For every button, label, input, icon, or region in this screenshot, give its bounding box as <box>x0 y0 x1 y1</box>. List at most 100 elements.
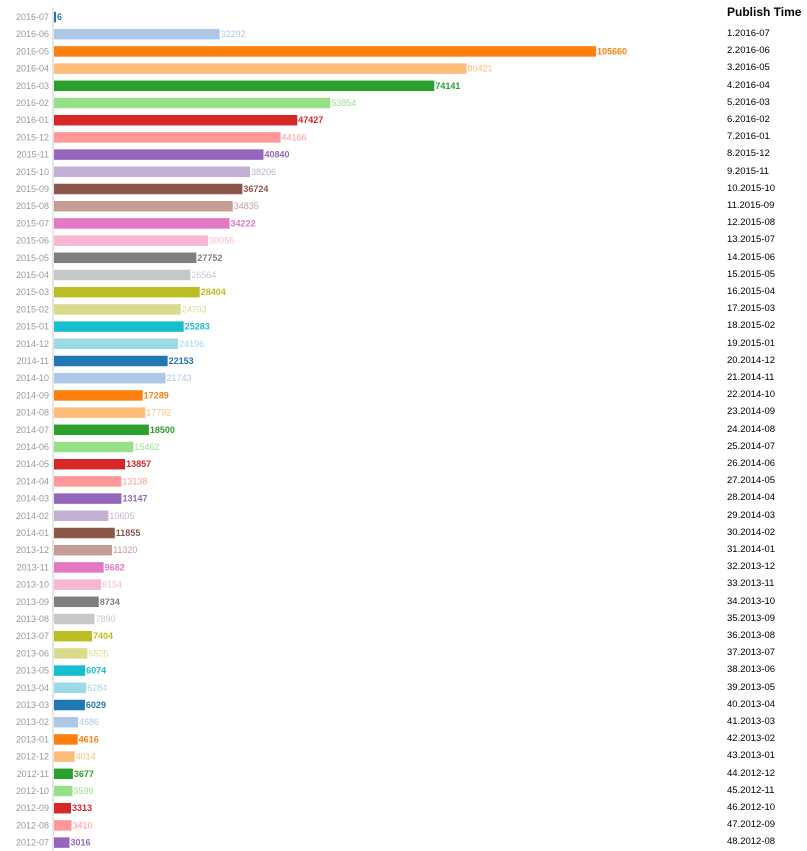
bar[interactable] <box>54 613 95 625</box>
legend-item[interactable]: 37.2013-07 <box>727 647 776 659</box>
bar[interactable] <box>54 665 86 676</box>
bar[interactable] <box>54 441 134 453</box>
legend-item[interactable]: 28.2014-04 <box>727 492 776 504</box>
bar[interactable] <box>54 630 92 642</box>
bar[interactable] <box>54 751 75 762</box>
bar[interactable] <box>54 338 179 350</box>
legend-item[interactable]: 25.2014-07 <box>727 440 776 452</box>
bar[interactable] <box>54 80 435 92</box>
legend-item[interactable]: 20.2014-12 <box>727 354 776 366</box>
bar[interactable] <box>54 218 230 229</box>
bar[interactable] <box>54 355 168 367</box>
legend-item[interactable]: 23.2014-09 <box>727 406 776 418</box>
bar[interactable] <box>54 734 78 745</box>
legend-item[interactable]: 18.2015-02 <box>727 320 776 332</box>
legend-item[interactable]: 16.2015-04 <box>727 286 776 297</box>
legend-item[interactable]: 41.2013-03 <box>727 716 776 727</box>
legend-item[interactable]: 11.2015-09 <box>727 200 775 211</box>
bar[interactable] <box>54 716 79 728</box>
data-label: 11320 <box>113 545 137 555</box>
bar[interactable] <box>54 166 250 178</box>
bar[interactable] <box>54 682 87 694</box>
bar[interactable] <box>54 424 149 436</box>
legend-item[interactable]: 10.2015-10 <box>727 182 776 194</box>
legend-item[interactable]: 36.2013-08 <box>727 630 776 641</box>
bar[interactable] <box>54 390 143 401</box>
legend-item[interactable]: 7.2016-01 <box>727 131 770 143</box>
legend-item[interactable]: 45.2012-11 <box>727 784 775 796</box>
bar[interactable] <box>54 407 146 418</box>
legend-item[interactable]: 17.2015-03 <box>727 303 776 315</box>
bar[interactable] <box>54 321 184 332</box>
y-tick-label: 2016-04 <box>16 64 49 74</box>
legend-item[interactable]: 40.2013-04 <box>727 698 776 710</box>
legend-item[interactable]: 46.2012-10 <box>727 802 776 813</box>
bar[interactable] <box>54 252 197 264</box>
bar[interactable] <box>54 372 166 384</box>
legend-item[interactable]: 21.2014-11 <box>727 372 775 383</box>
bar[interactable] <box>54 648 88 659</box>
legend-item[interactable]: 22.2014-10 <box>727 389 776 401</box>
bar[interactable] <box>54 235 209 246</box>
legend-item[interactable]: 47.2012-09 <box>727 819 776 831</box>
legend-item[interactable]: 35.2013-09 <box>727 612 776 624</box>
bar[interactable] <box>54 820 72 831</box>
legend-item[interactable]: 44.2012-12 <box>727 767 776 779</box>
bar[interactable] <box>54 28 220 40</box>
bar[interactable] <box>54 97 331 109</box>
bar[interactable] <box>54 304 181 315</box>
bar[interactable] <box>54 46 596 57</box>
bar[interactable] <box>54 544 113 556</box>
legend-item[interactable]: 30.2014-02 <box>727 526 776 538</box>
bar[interactable] <box>54 11 56 23</box>
legend-item[interactable]: 43.2013-01 <box>727 750 776 762</box>
bar[interactable] <box>54 63 467 74</box>
legend-item[interactable]: 33.2013-11 <box>727 578 775 590</box>
legend-item[interactable]: 32.2013-12 <box>727 561 776 573</box>
legend-item[interactable]: 2.2016-06 <box>727 45 770 57</box>
bar[interactable] <box>54 132 281 143</box>
legend-item[interactable]: 42.2013-02 <box>727 733 776 745</box>
bar[interactable] <box>54 837 70 848</box>
legend-item[interactable]: 24.2014-08 <box>727 423 776 435</box>
legend-item[interactable]: 31.2014-01 <box>727 544 776 555</box>
legend-item[interactable]: 29.2014-03 <box>727 509 776 521</box>
bar[interactable] <box>54 579 101 590</box>
legend-item[interactable]: 14.2015-06 <box>727 251 776 263</box>
bar[interactable] <box>54 768 73 780</box>
bar[interactable] <box>54 286 200 298</box>
legend-item[interactable]: 48.2012-08 <box>727 836 776 848</box>
legend-item[interactable]: 39.2013-05 <box>727 681 776 693</box>
legend-item[interactable]: 34.2013-10 <box>727 595 776 607</box>
bar[interactable] <box>54 200 233 212</box>
legend-item[interactable]: 15.2015-05 <box>727 268 776 280</box>
legend-item[interactable]: 6.2016-02 <box>727 114 770 125</box>
legend-item[interactable]: 27.2014-05 <box>727 475 776 487</box>
bar[interactable] <box>54 562 104 573</box>
bar[interactable] <box>54 785 73 797</box>
bar[interactable] <box>54 596 99 608</box>
legend-item[interactable]: 8.2015-12 <box>727 148 770 160</box>
legend-item[interactable]: 19.2015-01 <box>727 337 776 349</box>
legend-item[interactable]: 38.2013-06 <box>727 664 776 676</box>
legend-item[interactable]: 5.2016-03 <box>727 96 770 108</box>
legend-item[interactable]: 26.2014-06 <box>727 458 776 469</box>
y-tick-label: 2013-10 <box>16 580 49 590</box>
bar[interactable] <box>54 510 109 522</box>
legend-item[interactable]: 4.2016-04 <box>727 79 770 91</box>
bar[interactable] <box>54 114 298 126</box>
bar[interactable] <box>54 493 122 504</box>
bar[interactable] <box>54 699 85 711</box>
legend-item[interactable]: 13.2015-07 <box>727 234 776 246</box>
bar[interactable] <box>54 802 71 814</box>
legend-item[interactable]: 3.2016-05 <box>727 62 770 74</box>
bar[interactable] <box>54 476 122 487</box>
bar[interactable] <box>54 269 191 281</box>
bar[interactable] <box>54 458 126 470</box>
bar[interactable] <box>54 149 264 160</box>
legend-item[interactable]: 9.2015-11 <box>727 165 770 177</box>
legend-item[interactable]: 12.2015-08 <box>727 217 776 229</box>
bar[interactable] <box>54 527 115 539</box>
bar[interactable] <box>54 183 243 195</box>
legend-item[interactable]: 1.2016-07 <box>727 28 770 39</box>
